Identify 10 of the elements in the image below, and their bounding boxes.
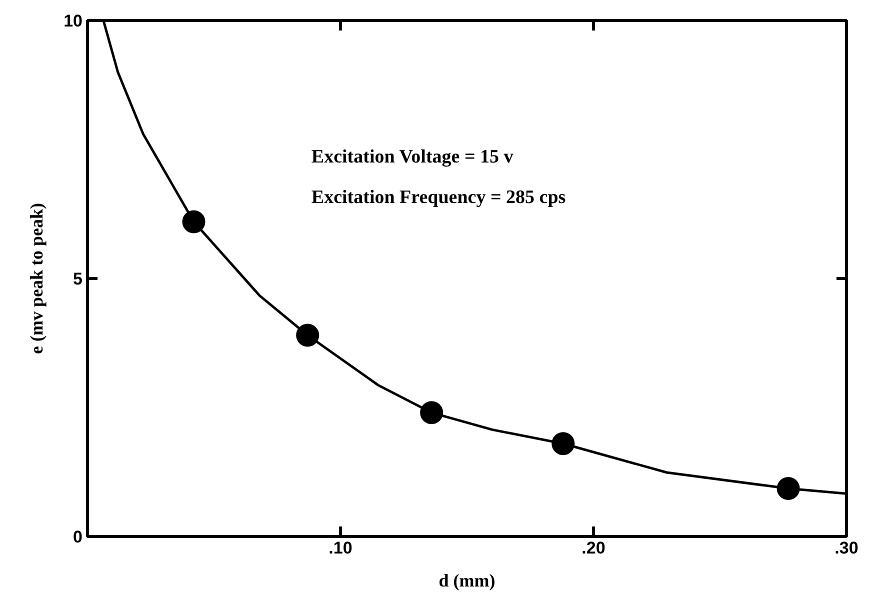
x-tick-label: .10 bbox=[328, 538, 352, 558]
y-tick-label: 0 bbox=[73, 528, 83, 546]
annotation: Excitation Voltage = 15 v bbox=[311, 146, 514, 168]
y-tick-label: 5 bbox=[73, 270, 83, 288]
x-tick-label: .30 bbox=[834, 538, 858, 558]
y-tick-label: 10 bbox=[64, 12, 83, 30]
x-axis-title: d (mm) bbox=[438, 570, 496, 590]
x-tick-label: .20 bbox=[582, 538, 606, 558]
annotation: Excitation Frequency = 285 cps bbox=[311, 186, 566, 208]
y-axis-title: e (mv peak to peak) bbox=[26, 202, 47, 354]
